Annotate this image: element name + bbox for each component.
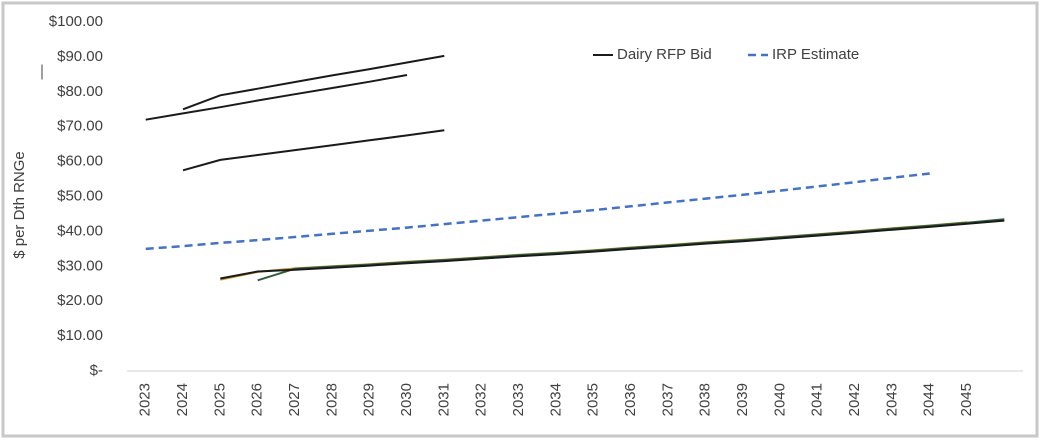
y-tick-label: $60.00	[57, 153, 103, 170]
x-tick-label: 2044	[921, 383, 938, 416]
y-tick-label: $20.00	[57, 292, 103, 309]
x-tick-label: 2034	[547, 383, 564, 416]
x-tick-label: 2029	[361, 383, 378, 416]
y-axis-label: $ per Dth RNGe	[11, 151, 28, 259]
x-tick-label: 2027	[286, 383, 303, 416]
x-tick-label: 2045	[958, 383, 975, 416]
y-tick-label: $-	[90, 362, 103, 379]
x-tick-label: 2043	[883, 383, 900, 416]
y-tick-label: $30.00	[57, 257, 103, 274]
annotation: —	[33, 65, 50, 80]
y-tick-label: $80.00	[57, 83, 103, 100]
series-line	[220, 219, 1005, 280]
x-tick-label: 2024	[174, 383, 191, 416]
series-line	[145, 172, 930, 251]
y-tick-label: $70.00	[57, 118, 103, 135]
x-tick-label: 2042	[846, 383, 863, 416]
y-tick-label: $40.00	[57, 222, 103, 239]
x-tick-label: 2041	[809, 383, 826, 416]
x-tick-label: 2025	[211, 383, 228, 416]
x-tick-label: 2026	[249, 383, 266, 416]
y-tick-label: $10.00	[57, 327, 103, 344]
x-tick-label: 2028	[323, 383, 340, 416]
y-tick-label: $50.00	[57, 187, 103, 204]
x-tick-label: 2033	[510, 383, 527, 416]
legend-label: Dairy RFP Bid	[617, 46, 712, 63]
y-tick-label: $100.00	[49, 13, 103, 30]
x-tick-label: 2036	[622, 383, 639, 416]
x-tick-label: 2035	[585, 383, 602, 416]
x-tick-label: 2030	[398, 383, 415, 416]
x-tick-label: 2040	[771, 383, 788, 416]
series-line	[182, 129, 445, 172]
series-line	[182, 54, 445, 111]
series-line	[145, 74, 408, 121]
x-tick-label: 2032	[473, 383, 490, 416]
x-tick-label: 2039	[734, 383, 751, 416]
x-tick-label: 2023	[137, 383, 154, 416]
x-tick-label: 2031	[435, 383, 452, 416]
y-tick-label: $90.00	[57, 48, 103, 65]
x-tick-label: 2038	[697, 383, 714, 416]
legend-label: IRP Estimate	[772, 46, 859, 63]
x-tick-label: 2037	[659, 383, 676, 416]
series-line	[257, 218, 1005, 282]
